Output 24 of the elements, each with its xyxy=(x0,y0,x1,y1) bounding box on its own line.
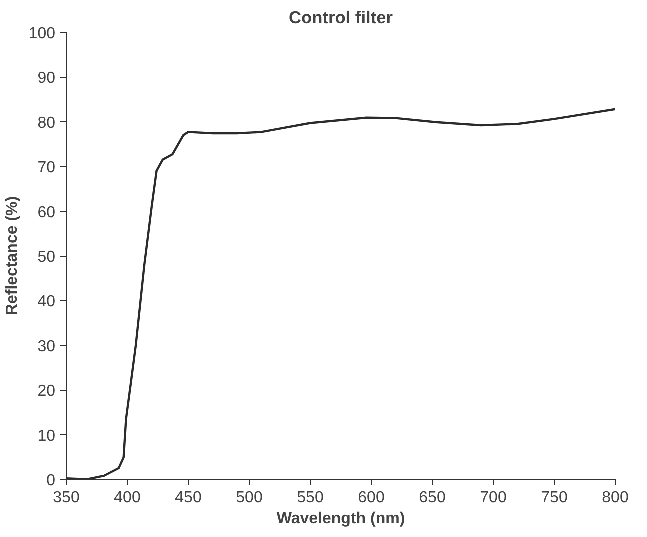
y-tick-label: 70 xyxy=(38,160,56,177)
y-tick-label: 100 xyxy=(28,26,56,42)
x-axis-title: Wavelength (nm) xyxy=(276,510,406,528)
y-tick-label: 80 xyxy=(38,114,56,132)
x-tick-label: 500 xyxy=(236,490,263,506)
x-tick-label: 750 xyxy=(541,490,568,506)
y-tick-label: 40 xyxy=(38,294,56,311)
y-tick-label: 90 xyxy=(38,70,56,88)
y-tick-label: 30 xyxy=(38,338,56,356)
x-tick-label: 600 xyxy=(358,490,385,506)
y-tick-label: 60 xyxy=(38,204,56,222)
x-tick-label: 550 xyxy=(297,490,324,506)
x-tick-label: 800 xyxy=(602,490,629,506)
y-tick-label: 50 xyxy=(38,249,56,266)
y-tick-label: 0 xyxy=(46,472,56,490)
x-tick-label: 350 xyxy=(53,490,80,506)
x-tick-label: 650 xyxy=(419,490,446,506)
y-tick-label: 20 xyxy=(38,383,56,400)
x-tick-label: 450 xyxy=(175,490,202,506)
x-tick-label: 400 xyxy=(114,490,141,506)
chart-title: Control filter xyxy=(289,8,394,28)
y-axis-title: Reflectance (%) xyxy=(4,196,21,316)
y-tick-label: 10 xyxy=(38,428,56,445)
x-tick-label: 700 xyxy=(480,490,507,506)
